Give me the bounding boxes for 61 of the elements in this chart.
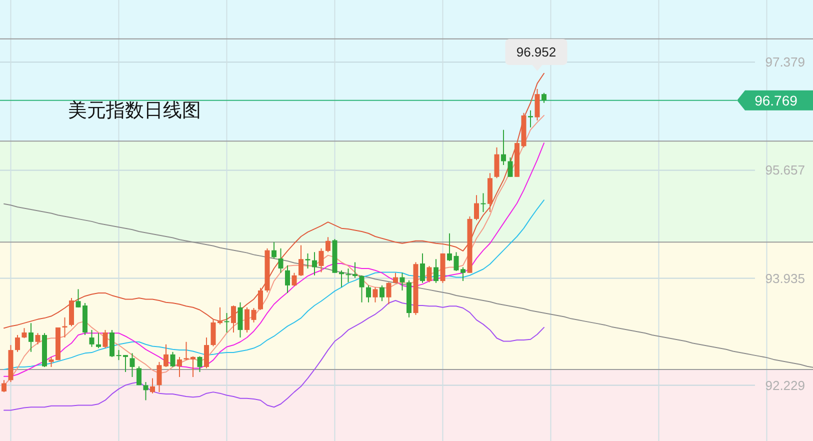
candlestick	[386, 282, 392, 305]
y-tick-label: 97.379	[765, 54, 805, 70]
candlestick	[272, 242, 276, 259]
candlestick	[224, 312, 230, 333]
candlestick	[143, 382, 148, 401]
candlestick	[420, 252, 425, 284]
candlestick	[298, 244, 304, 277]
candlestick	[501, 129, 506, 166]
candlestick	[258, 287, 263, 310]
candlestick	[102, 329, 108, 349]
candlestick	[426, 265, 432, 283]
candlestick	[393, 272, 398, 284]
candlestick	[312, 252, 317, 276]
candlestick	[278, 248, 284, 274]
candlestick	[150, 378, 155, 394]
candlestick	[170, 351, 176, 368]
line-series	[4, 300, 544, 411]
candlestick	[22, 328, 27, 339]
candlestick	[494, 146, 500, 179]
y-tick-label: 92.229	[765, 378, 805, 393]
candlestick	[285, 264, 290, 294]
candlestick	[15, 334, 20, 352]
candlestick	[508, 156, 513, 178]
y-tick-label: 93.935	[765, 270, 805, 286]
candlestick	[380, 284, 384, 302]
candlestick	[204, 336, 209, 369]
candlestick	[197, 356, 202, 372]
candlestick	[292, 272, 297, 287]
annotation: 96.952	[516, 44, 556, 60]
candlestick	[2, 380, 6, 393]
candlestick	[359, 274, 364, 303]
y-tick-label: 95.657	[765, 162, 805, 178]
candlestick	[534, 88, 540, 121]
candlestick	[136, 366, 142, 386]
candlestick	[177, 356, 182, 378]
candlestick	[366, 284, 371, 303]
candlestick	[542, 92, 546, 104]
candlestick	[447, 232, 452, 262]
candlestick	[130, 352, 135, 378]
candlestick	[326, 236, 330, 253]
candlestick	[28, 322, 34, 352]
candlestick	[372, 286, 378, 303]
candlestick	[89, 329, 94, 348]
candlestick	[474, 194, 479, 221]
candlestick	[251, 308, 256, 323]
candlestick	[110, 329, 114, 358]
candlestick	[434, 258, 438, 284]
line-series	[4, 203, 813, 368]
candlestick	[238, 302, 243, 338]
text: 美元指数日线图	[68, 100, 201, 122]
candlestick	[244, 306, 250, 333]
line-series	[4, 200, 544, 370]
candlestick	[62, 316, 68, 338]
candlestick	[318, 248, 324, 273]
candlestick	[35, 332, 40, 345]
ref-line-label: 96.769	[754, 92, 798, 108]
candlestick	[400, 272, 405, 291]
candlestick	[96, 332, 101, 349]
candlestick	[480, 192, 486, 213]
candlestick	[528, 110, 533, 128]
candlestick	[305, 252, 310, 269]
